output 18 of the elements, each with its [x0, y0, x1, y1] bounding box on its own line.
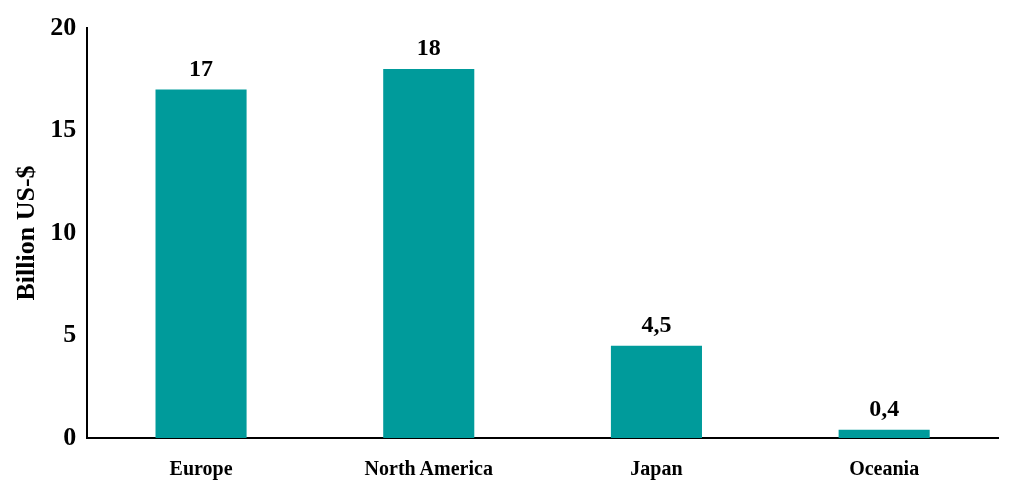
x-tick-label: Oceania	[849, 457, 920, 480]
x-tick-label: Japan	[630, 457, 683, 481]
data-label: 4,5	[641, 310, 672, 337]
data-label: 18	[416, 34, 441, 61]
bar	[383, 69, 475, 438]
data-label: 17	[189, 54, 214, 81]
bar	[610, 345, 702, 438]
x-tick-label: Europe	[169, 457, 233, 481]
bar	[155, 89, 247, 438]
y-tick-label: 10	[50, 216, 77, 246]
bar	[838, 429, 930, 438]
x-tick-label: North America	[364, 457, 493, 480]
y-tick-label: 15	[50, 114, 77, 144]
y-axis-title: Billion US-$	[11, 165, 41, 301]
y-tick-label: 5	[63, 319, 77, 349]
data-label: 0,4	[869, 395, 900, 421]
y-tick-label: 20	[50, 11, 77, 41]
y-tick-label: 0	[63, 421, 77, 451]
